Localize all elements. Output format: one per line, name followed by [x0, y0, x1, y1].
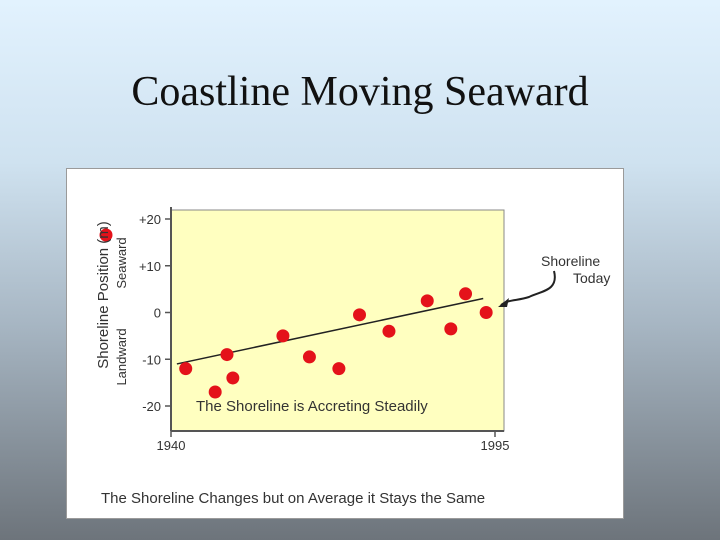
plot-area [170, 209, 505, 432]
data-point [332, 362, 346, 376]
data-point [444, 322, 458, 336]
y-direction-landward: Landward [114, 328, 129, 385]
chart-figure: +20 +10 0 -10 -20 1940 1995 Shoreline Position… [66, 168, 624, 519]
shoreline-chart: +20 +10 0 -10 -20 1940 1995 Shoreline Position… [95, 207, 610, 507]
data-point [420, 294, 434, 308]
slide-title: Coastline Moving Seaward [131, 69, 589, 115]
y-tick-label: +20 [139, 212, 161, 227]
y-axis-label: Shoreline Position (m) [95, 221, 112, 369]
trend-caption: The Shoreline is Accreting Steadily [196, 398, 428, 415]
data-point [459, 287, 473, 301]
today-pointer-arrowhead [498, 298, 509, 307]
footer-caption: The Shoreline Changes but on Average it … [101, 490, 485, 507]
data-point [220, 348, 234, 362]
today-label-line2: Today [573, 270, 610, 286]
y-tick-label: 0 [154, 306, 161, 321]
y-tick-label: -10 [142, 352, 161, 367]
data-point [208, 385, 222, 399]
x-tick-label: 1995 [481, 438, 510, 453]
y-tick-label: +10 [139, 259, 161, 274]
data-point [276, 329, 290, 343]
data-point [479, 306, 493, 319]
data-point [302, 350, 316, 364]
y-direction-seaward: Seaward [114, 237, 129, 288]
data-point [382, 324, 396, 338]
today-label-line1: Shoreline [541, 253, 600, 269]
today-pointer-arrow [500, 270, 556, 306]
x-tick-label: 1940 [157, 438, 186, 453]
y-tick-label: -20 [142, 399, 161, 414]
data-point [226, 371, 240, 385]
data-point [179, 362, 193, 376]
legend-marker [99, 228, 113, 242]
data-point [353, 308, 367, 322]
